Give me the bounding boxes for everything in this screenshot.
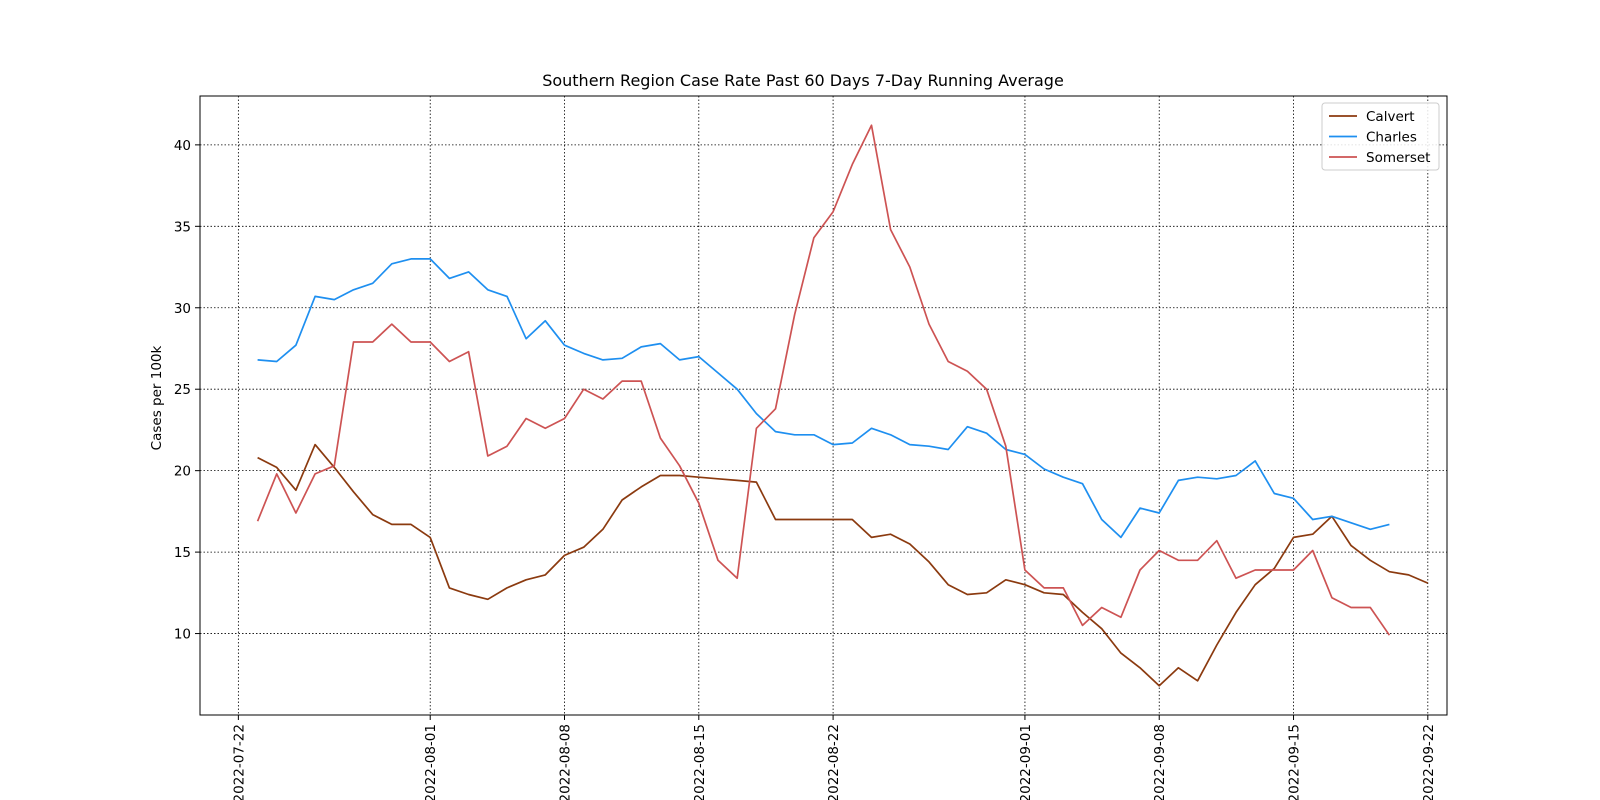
series-line-calvert xyxy=(257,443,1429,687)
y-axis-ticks: 10 15 20 25 30 35 40 xyxy=(174,138,200,643)
x-tick-label: 2022-07-22 xyxy=(231,724,247,800)
series-line-charles xyxy=(257,258,1390,539)
y-tick-label: 10 xyxy=(174,627,191,643)
x-tick-label: 2022-08-08 xyxy=(558,724,574,800)
y-tick-label: 25 xyxy=(174,382,191,398)
y-tick-label: 40 xyxy=(174,138,191,154)
legend-box xyxy=(1321,102,1440,171)
legend-label: Charles xyxy=(1366,130,1417,146)
grid-lines xyxy=(200,96,1447,715)
y-tick-label: 15 xyxy=(174,545,191,561)
chart-title: Southern Region Case Rate Past 60 Days 7… xyxy=(542,71,1064,90)
x-tick-label: 2022-09-08 xyxy=(1152,724,1168,800)
legend: Calvert Charles Somerset xyxy=(1321,102,1440,171)
y-axis-label: Cases per 100k xyxy=(149,345,165,450)
legend-label: Calvert xyxy=(1366,109,1415,125)
y-tick-label: 30 xyxy=(174,301,191,317)
x-tick-label: 2022-08-22 xyxy=(826,724,842,800)
plot-area-frame xyxy=(199,95,1448,716)
y-tick-label: 20 xyxy=(174,464,191,480)
x-tick-label: 2022-09-01 xyxy=(1018,724,1034,800)
legend-label: Somerset xyxy=(1366,150,1430,166)
x-tick-label: 2022-09-15 xyxy=(1287,724,1303,800)
series-line-somerset xyxy=(256,124,1391,636)
x-axis-ticks: 2022-07-22 2022-08-01 2022-08-08 2022-08-15… xyxy=(231,715,1437,800)
y-tick-label: 35 xyxy=(174,219,191,235)
x-tick-label: 2022-08-15 xyxy=(692,724,708,800)
series-lines xyxy=(256,124,1429,687)
x-tick-label: 2022-08-01 xyxy=(423,724,439,800)
x-tick-label: 2022-09-22 xyxy=(1421,724,1437,800)
